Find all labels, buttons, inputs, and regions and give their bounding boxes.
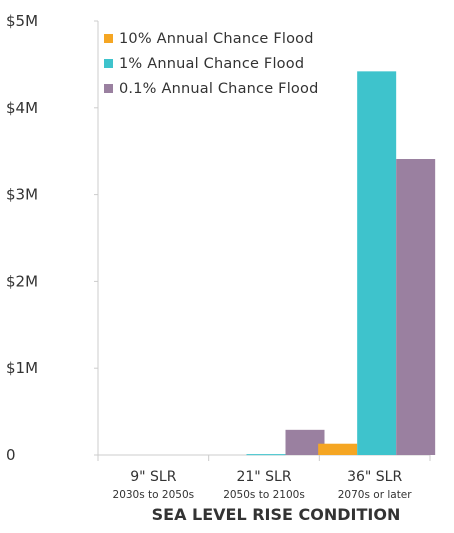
legend-swatch bbox=[104, 59, 113, 68]
x-tick-sublabel: 2030s to 2050s bbox=[113, 489, 195, 501]
y-tick-label: $5M bbox=[6, 12, 38, 30]
legend-label: 10% Annual Chance Flood bbox=[119, 30, 314, 47]
x-tick-sublabel: 2070s or later bbox=[338, 489, 413, 501]
y-tick-label: $1M bbox=[6, 359, 38, 377]
legend-swatch bbox=[104, 84, 113, 93]
legend-label: 1% Annual Chance Flood bbox=[119, 55, 305, 72]
legend-item: 10% Annual Chance Flood bbox=[104, 26, 318, 51]
legend-item: 0.1% Annual Chance Flood bbox=[104, 76, 318, 101]
bar bbox=[396, 159, 436, 455]
y-tick-label: $4M bbox=[6, 99, 38, 117]
bar bbox=[246, 454, 286, 456]
x-tick-label: 9" SLR bbox=[130, 469, 176, 485]
y-tick-label: $2M bbox=[6, 272, 38, 290]
x-tick-label: 36" SLR bbox=[347, 469, 402, 485]
legend: 10% Annual Chance Flood 1% Annual Chance … bbox=[104, 26, 318, 101]
legend-swatch bbox=[104, 34, 113, 43]
y-tick-label: 0 bbox=[6, 446, 16, 464]
y-tick-label: $3M bbox=[6, 186, 38, 204]
bar bbox=[357, 71, 397, 456]
x-tick-label: 21" SLR bbox=[236, 469, 291, 485]
x-axis-title: SEA LEVEL RISE CONDITION bbox=[152, 505, 401, 524]
bar bbox=[318, 443, 358, 455]
bar bbox=[285, 429, 325, 455]
legend-label: 0.1% Annual Chance Flood bbox=[119, 80, 319, 97]
x-tick-sublabel: 2050s to 2100s bbox=[223, 489, 305, 501]
legend-item: 1% Annual Chance Flood bbox=[104, 51, 318, 76]
